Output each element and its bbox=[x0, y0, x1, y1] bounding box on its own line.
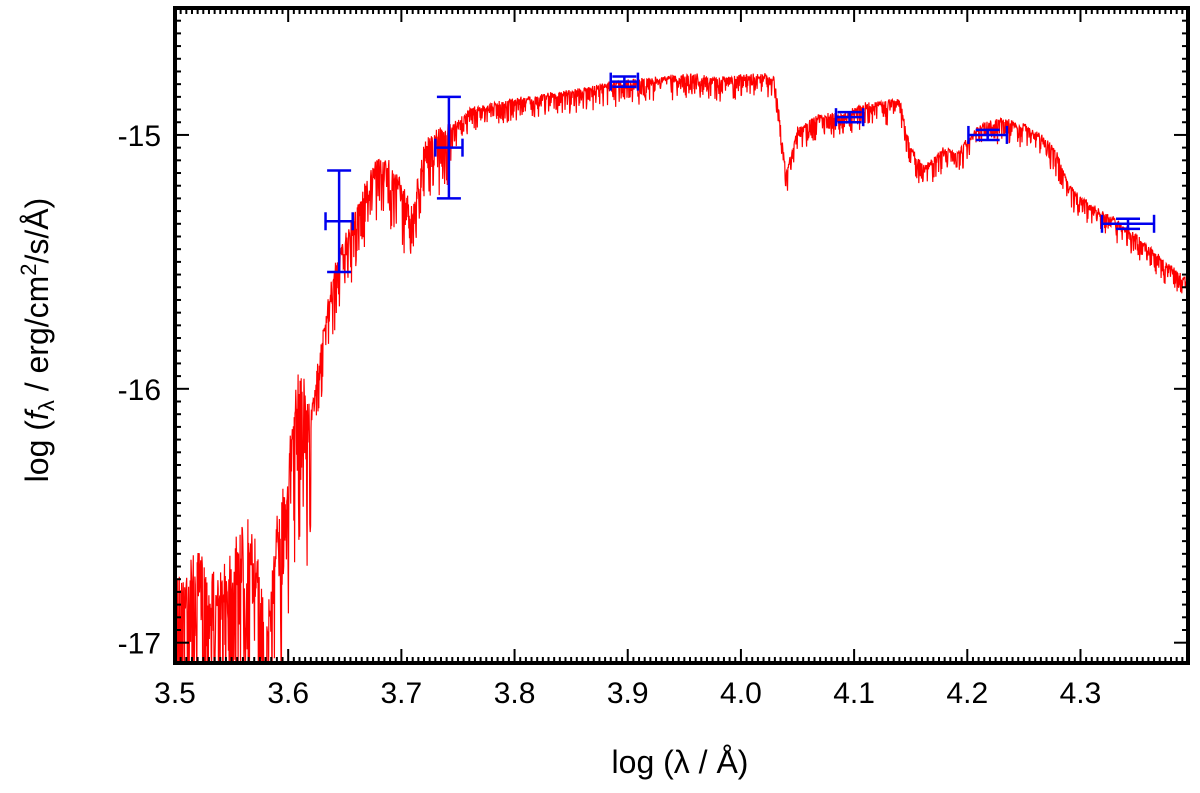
plot-frame bbox=[173, 6, 1190, 665]
x-tick-label: 3.7 bbox=[381, 677, 423, 710]
y-tick-label: -15 bbox=[118, 120, 161, 153]
y-axis-title-post: /s/Å) bbox=[19, 198, 55, 264]
x-tick-label: 4.1 bbox=[833, 677, 875, 710]
tick-labels: 3.5 3.6 3.7 3.8 3.9 4.0 4.1 4.2 4.3 -15 -16 -17 bbox=[118, 120, 1102, 710]
model-spectrum-line bbox=[175, 73, 1188, 663]
x-tick-label: 3.5 bbox=[154, 677, 196, 710]
x-tick-label: 4.2 bbox=[946, 677, 988, 710]
y-tick-label: -16 bbox=[118, 374, 161, 407]
photometry-point bbox=[324, 169, 354, 274]
y-axis-title: log (fλ / erg/cm2/s/Å) bbox=[16, 198, 59, 483]
x-tick-label: 3.8 bbox=[494, 677, 536, 710]
photometry-point bbox=[967, 125, 1009, 144]
photometry-point bbox=[434, 95, 464, 200]
x-tick-label: 4.0 bbox=[720, 677, 762, 710]
axes bbox=[173, 6, 1190, 665]
plot-content bbox=[175, 72, 1188, 663]
x-axis-title: log (λ / Å) bbox=[612, 744, 749, 780]
plot-clipped bbox=[175, 72, 1188, 663]
y-axis-title-mid: / erg/cm bbox=[19, 276, 55, 400]
x-tick-label: 3.6 bbox=[267, 677, 309, 710]
y-axis-title-sub: λ bbox=[34, 400, 59, 411]
x-tick-label: 3.9 bbox=[607, 677, 649, 710]
y-axis-title-pre: log ( bbox=[19, 420, 55, 483]
photometry-point bbox=[834, 108, 865, 127]
x-tick-label: 4.3 bbox=[1060, 677, 1102, 710]
y-axis-title-sup: 2 bbox=[16, 263, 41, 275]
photometry-point bbox=[609, 72, 640, 91]
photometry-point bbox=[1100, 214, 1156, 233]
y-tick-label: -17 bbox=[118, 628, 161, 661]
